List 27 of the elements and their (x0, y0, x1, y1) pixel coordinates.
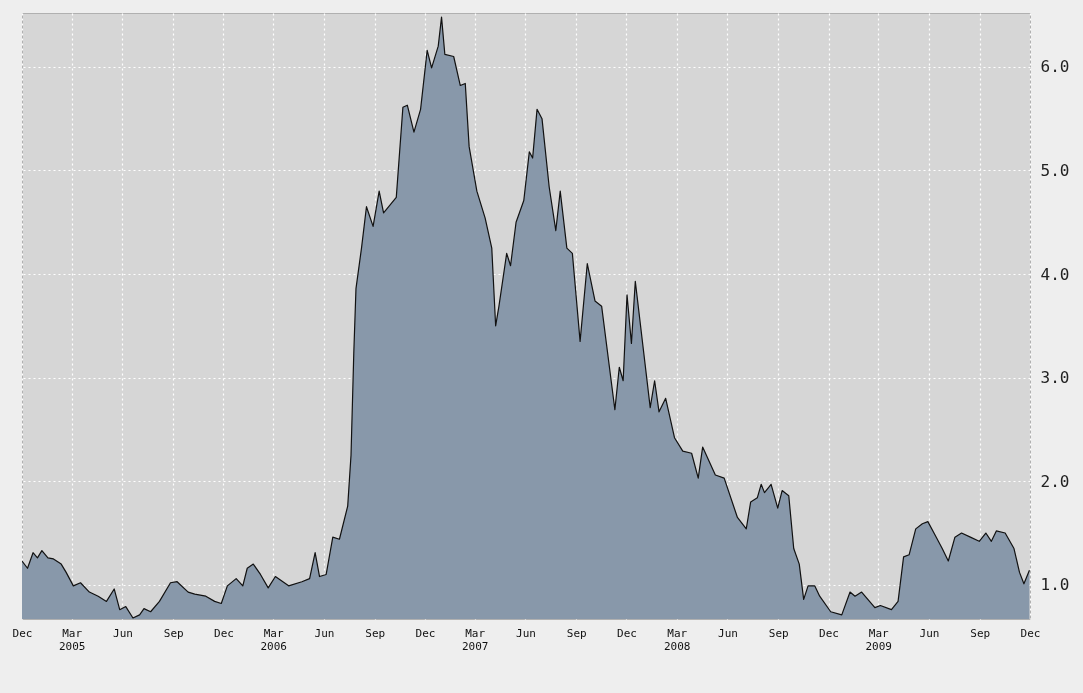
y-tick-label: 3.0 (1040, 368, 1070, 388)
x-tick-label: Sep (566, 626, 587, 640)
x-tick-label: Mar 2006 (260, 626, 287, 653)
y-tick-label: 6.0 (1040, 57, 1070, 77)
y-tick-label: 4.0 (1040, 264, 1070, 284)
x-tick-label: Sep (163, 626, 184, 640)
x-tick-label: Mar 2009 (865, 626, 892, 653)
x-tick-label: Jun (113, 626, 133, 640)
x-tick-label: Jun (314, 626, 335, 640)
x-tick-label: Dec (415, 626, 436, 640)
x-tick-label: Mar 2005 (58, 626, 86, 653)
y-tick-label: 2.0 (1040, 471, 1070, 491)
x-tick-label: Dec (617, 626, 637, 640)
y-tick-label: 1.0 (1040, 575, 1070, 595)
x-tick-label: Jun (718, 626, 738, 640)
x-tick-label: Dec (214, 626, 234, 640)
x-tick-label: Mar 2008 (663, 626, 691, 653)
x-tick-label: Dec (819, 626, 839, 640)
x-tick-label: Sep (970, 626, 991, 640)
y-tick-label: 5.0 (1040, 160, 1070, 180)
x-tick-label: Sep (768, 626, 789, 640)
x-tick-label: Mar 2007 (461, 626, 489, 653)
x-tick-label: Dec (12, 626, 33, 640)
x-tick-label: Jun (516, 626, 536, 640)
x-tick-label: Dec (1020, 626, 1041, 640)
x-tick-label: Jun (919, 626, 940, 640)
x-tick-label: Sep (365, 626, 386, 640)
